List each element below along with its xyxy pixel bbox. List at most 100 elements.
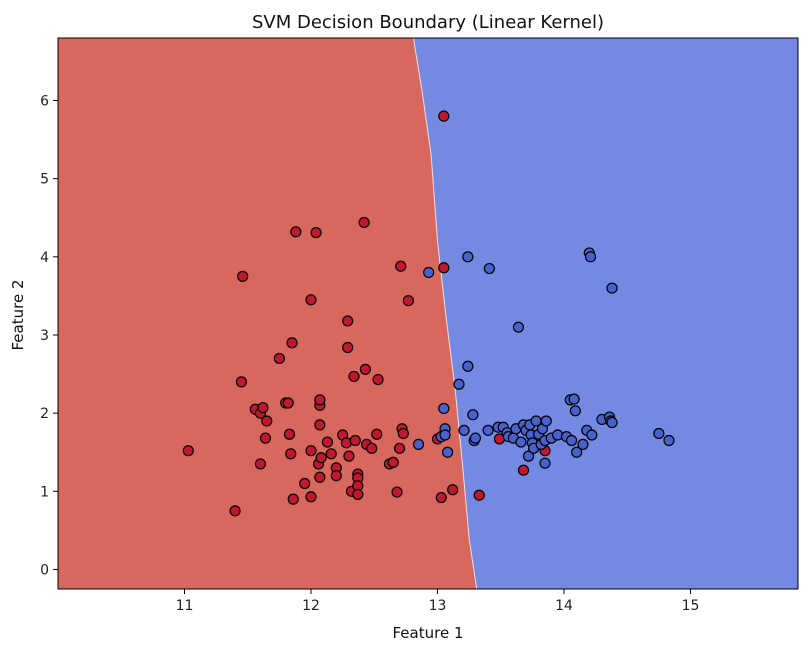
data-point-class-1 [606,282,618,294]
plot-area [57,37,799,590]
data-point-class-0 [342,315,354,327]
data-point-class-0 [286,337,298,349]
data-point-class-1 [469,432,482,444]
data-point-class-0 [349,434,361,447]
data-point-class-0 [285,448,297,460]
x-tick-label: 14 [555,598,573,614]
y-tick-label: 2 [40,406,49,422]
data-point-class-1 [571,446,583,458]
data-point-class-0 [287,493,299,505]
data-point-class-0 [282,397,294,409]
data-point-class-0 [299,477,311,490]
data-point-class-0 [397,427,409,440]
y-tick-label: 3 [40,328,49,344]
data-point-class-1 [565,434,578,447]
data-point-class-1 [577,438,589,451]
data-point-class-0 [391,486,403,498]
data-point-class-0 [314,394,326,406]
data-point-class-1 [423,266,435,279]
x-axis-ticks: 11 12 13 14 15 [176,589,700,614]
data-point-class-1 [462,251,474,263]
x-tick-label: 12 [302,598,320,614]
data-point-class-0 [290,226,302,238]
data-point-class-0 [261,415,273,427]
class-1-region [413,38,798,589]
data-point-class-0 [330,470,342,482]
x-tick-label: 15 [682,598,700,614]
data-point-class-1 [462,360,474,372]
data-point-class-1 [522,450,535,462]
data-point-class-1 [515,436,527,448]
y-tick-label: 0 [40,562,49,578]
data-point-class-1 [442,446,454,458]
y-axis-ticks: 0 1 2 3 4 5 6 [40,94,58,578]
y-tick-label: 6 [40,94,49,110]
data-point-class-0 [435,491,447,504]
y-axis-label: Feature 2 [9,280,27,351]
data-point-class-0 [283,428,296,440]
data-point-class-1 [569,405,581,417]
data-point-class-0 [235,376,248,388]
data-point-class-1 [512,321,525,333]
data-point-class-0 [310,227,322,239]
x-tick-label: 13 [429,598,447,614]
data-point-class-0 [348,370,360,383]
data-point-class-1 [438,402,450,415]
plot-frame [57,37,799,590]
data-point-class-0 [352,488,364,501]
data-point-class-0 [517,464,530,476]
data-point-class-1 [653,427,665,440]
data-point-class-0 [305,445,317,457]
data-point-class-0 [438,110,450,122]
data-point-class-0 [254,458,266,470]
data-point-class-0 [305,491,317,503]
x-tick-label: 11 [176,598,194,614]
data-point-class-0 [273,352,285,365]
data-point-class-0 [342,341,354,354]
data-point-class-1 [482,424,494,436]
chart-title: SVM Decision Boundary (Linear Kernel) [252,12,604,33]
x-axis-label: Feature 1 [393,624,464,642]
data-point-class-0 [402,295,414,307]
data-point-class-1 [412,438,425,451]
data-point-class-1 [458,424,470,436]
data-point-class-0 [321,436,334,448]
data-point-class-1 [539,457,551,469]
data-point-class-0 [314,471,326,483]
class-0-region [58,38,477,589]
data-point-class-1 [439,429,451,441]
data-point-class-0 [182,445,194,457]
data-point-class-0 [387,456,399,468]
data-point-class-0 [314,419,326,431]
data-point-class-1 [606,416,618,429]
data-point-class-0 [473,489,485,501]
data-point-class-0 [237,270,249,282]
data-point-class-0 [366,442,378,454]
data-point-class-0 [315,452,327,464]
data-point-class-0 [259,432,272,444]
data-point-class-1 [467,409,479,421]
data-point-class-1 [584,251,597,263]
data-point-class-1 [663,434,675,447]
data-point-class-0 [393,442,406,454]
data-points [182,110,675,517]
data-point-class-0 [371,428,383,440]
y-tick-label: 1 [40,484,49,500]
data-point-class-1 [586,429,598,441]
y-tick-label: 5 [40,172,49,188]
data-point-class-0 [325,448,337,460]
data-point-class-0 [359,363,371,375]
data-point-class-1 [568,393,580,405]
decision-boundary-line [412,37,478,590]
y-tick-label: 4 [40,250,49,266]
data-point-class-0 [447,484,459,496]
data-point-class-0 [438,262,450,274]
data-point-class-0 [229,505,241,517]
data-point-class-1 [483,262,495,275]
data-point-class-0 [343,450,355,462]
data-point-class-0 [395,260,407,272]
data-point-class-1 [540,415,552,427]
data-point-class-0 [372,373,384,386]
data-point-class-0 [305,294,317,306]
